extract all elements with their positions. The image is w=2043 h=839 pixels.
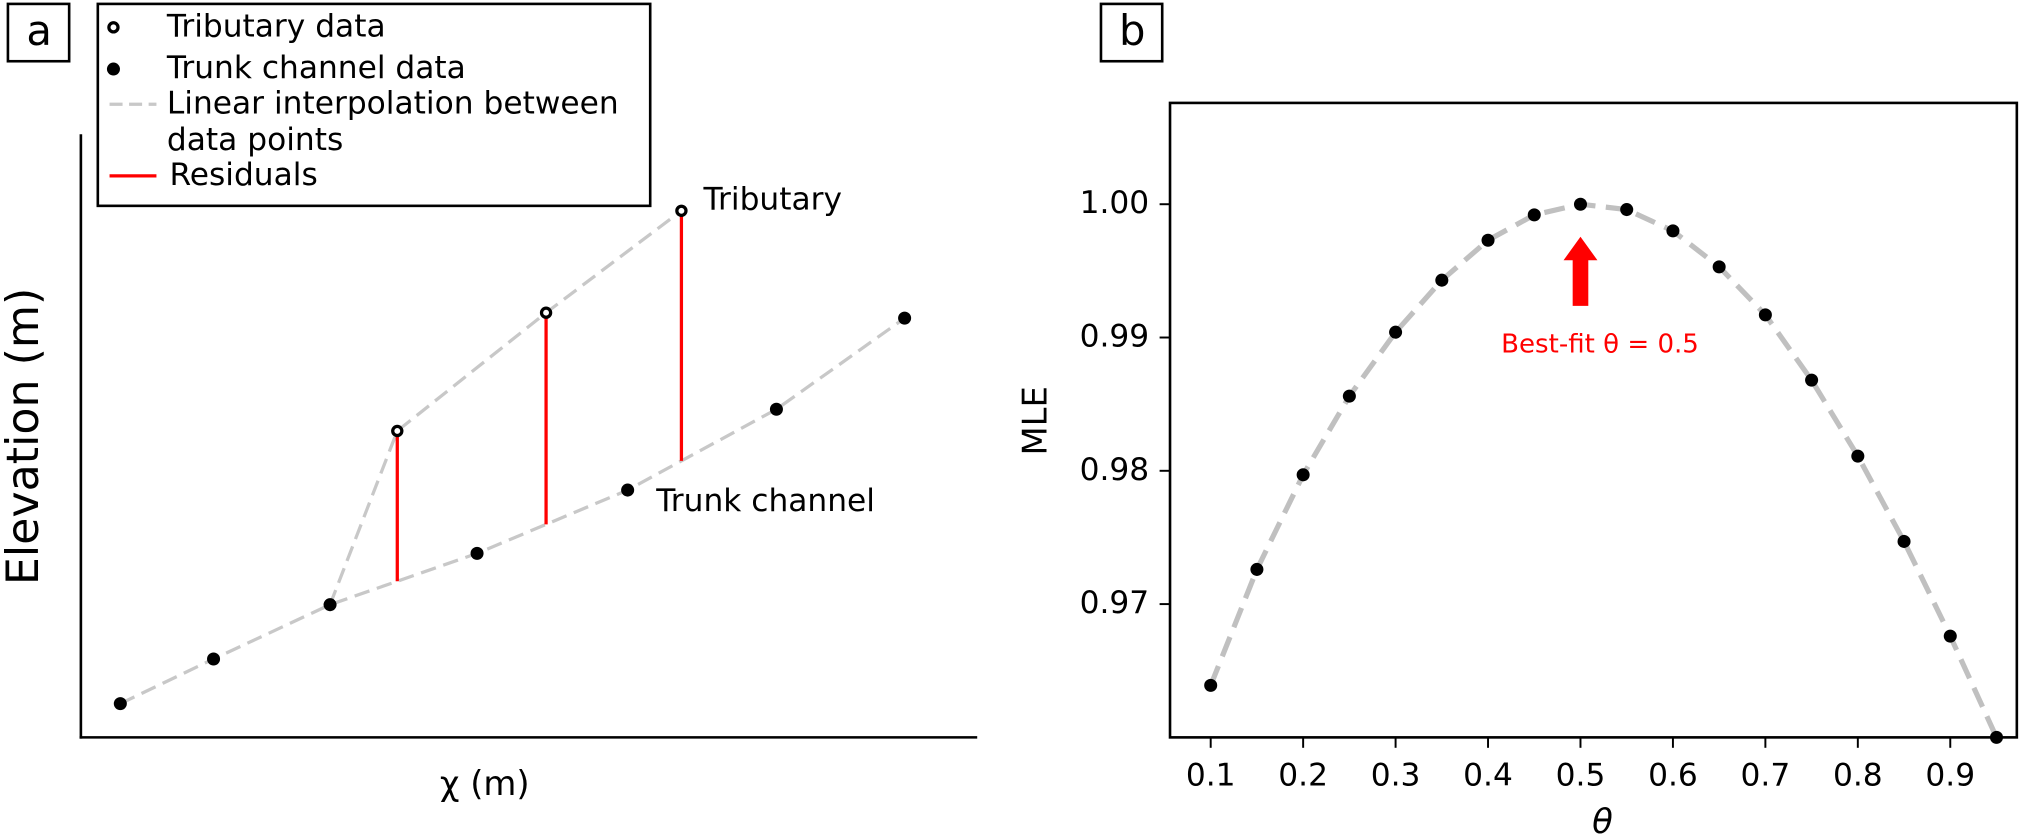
annotation: Best-fit θ = 0.5 xyxy=(1501,330,1699,360)
x-tick-label: 0.2 xyxy=(1278,757,1328,793)
data-point xyxy=(1943,629,1957,643)
annotation-arrow xyxy=(1563,236,1598,306)
data-point xyxy=(1573,197,1587,211)
y-axis-label: Elevation (m) xyxy=(0,288,49,585)
data-point xyxy=(323,598,337,612)
data-point xyxy=(1712,260,1726,274)
mle-curve xyxy=(1208,201,1999,739)
x-axis-label: χ (m) xyxy=(440,764,530,803)
data-point xyxy=(1481,233,1495,247)
data-point xyxy=(1389,325,1403,339)
interpolation-line xyxy=(328,209,683,606)
data-point xyxy=(621,483,635,497)
data-point xyxy=(1296,468,1310,482)
x-tick-label: 0.3 xyxy=(1371,757,1421,793)
x-tick-label: 0.1 xyxy=(1186,757,1236,793)
legend-marker xyxy=(106,62,120,76)
data-point xyxy=(1989,730,2004,744)
data-point xyxy=(1250,562,1264,576)
data-point xyxy=(391,424,404,438)
data-point xyxy=(1527,208,1541,222)
series-label: Tributary xyxy=(703,181,842,217)
data-point xyxy=(1897,534,1911,548)
y-tick-label: 0.97 xyxy=(1080,585,1150,621)
data-point xyxy=(1666,224,1680,238)
y-tick-label: 0.99 xyxy=(1080,319,1150,355)
x-tick-label: 0.5 xyxy=(1556,757,1606,793)
x-tick-label: 0.9 xyxy=(1925,757,1975,793)
x-tick-label: 0.6 xyxy=(1648,757,1698,793)
panel-label: b xyxy=(1119,6,1145,55)
panel-label: a xyxy=(26,6,52,55)
data-point xyxy=(769,402,783,416)
legend-label-box: Linear interpolation between data points xyxy=(166,84,619,158)
data-point xyxy=(1435,273,1449,287)
legend-label: Trunk channel data xyxy=(166,50,466,86)
y-tick-label: 1.00 xyxy=(1080,185,1150,221)
data-point xyxy=(1620,203,1634,217)
data-point xyxy=(207,652,221,666)
legend-label: Residuals xyxy=(169,157,317,193)
data-point xyxy=(113,697,127,711)
data-point xyxy=(539,306,553,319)
x-tick-label: 0.8 xyxy=(1833,757,1883,793)
series-label: Trunk channel xyxy=(655,483,875,519)
data-point xyxy=(1805,373,1819,387)
legend-marker xyxy=(107,21,120,34)
x-axis-label: θ xyxy=(1592,802,1613,839)
x-tick-label: 0.7 xyxy=(1741,757,1791,793)
y-tick-label: 0.98 xyxy=(1080,452,1150,488)
legend-label: Tributary data xyxy=(166,8,386,44)
x-tick-label: 0.4 xyxy=(1463,757,1513,793)
legend-box xyxy=(96,2,652,208)
data-point xyxy=(898,311,912,325)
data-point xyxy=(1342,389,1356,403)
data-point xyxy=(470,546,484,560)
legend-label: Linear interpolation between data points xyxy=(166,84,619,158)
data-point xyxy=(675,204,688,217)
data-point xyxy=(1758,308,1772,322)
data-point xyxy=(1204,678,1218,692)
data-point xyxy=(1851,449,1865,463)
panel-label-box xyxy=(1099,2,1164,63)
y-axis-label: MLE xyxy=(1016,386,1055,455)
panel-label-box xyxy=(6,2,71,63)
plot-frame xyxy=(1168,101,2019,739)
